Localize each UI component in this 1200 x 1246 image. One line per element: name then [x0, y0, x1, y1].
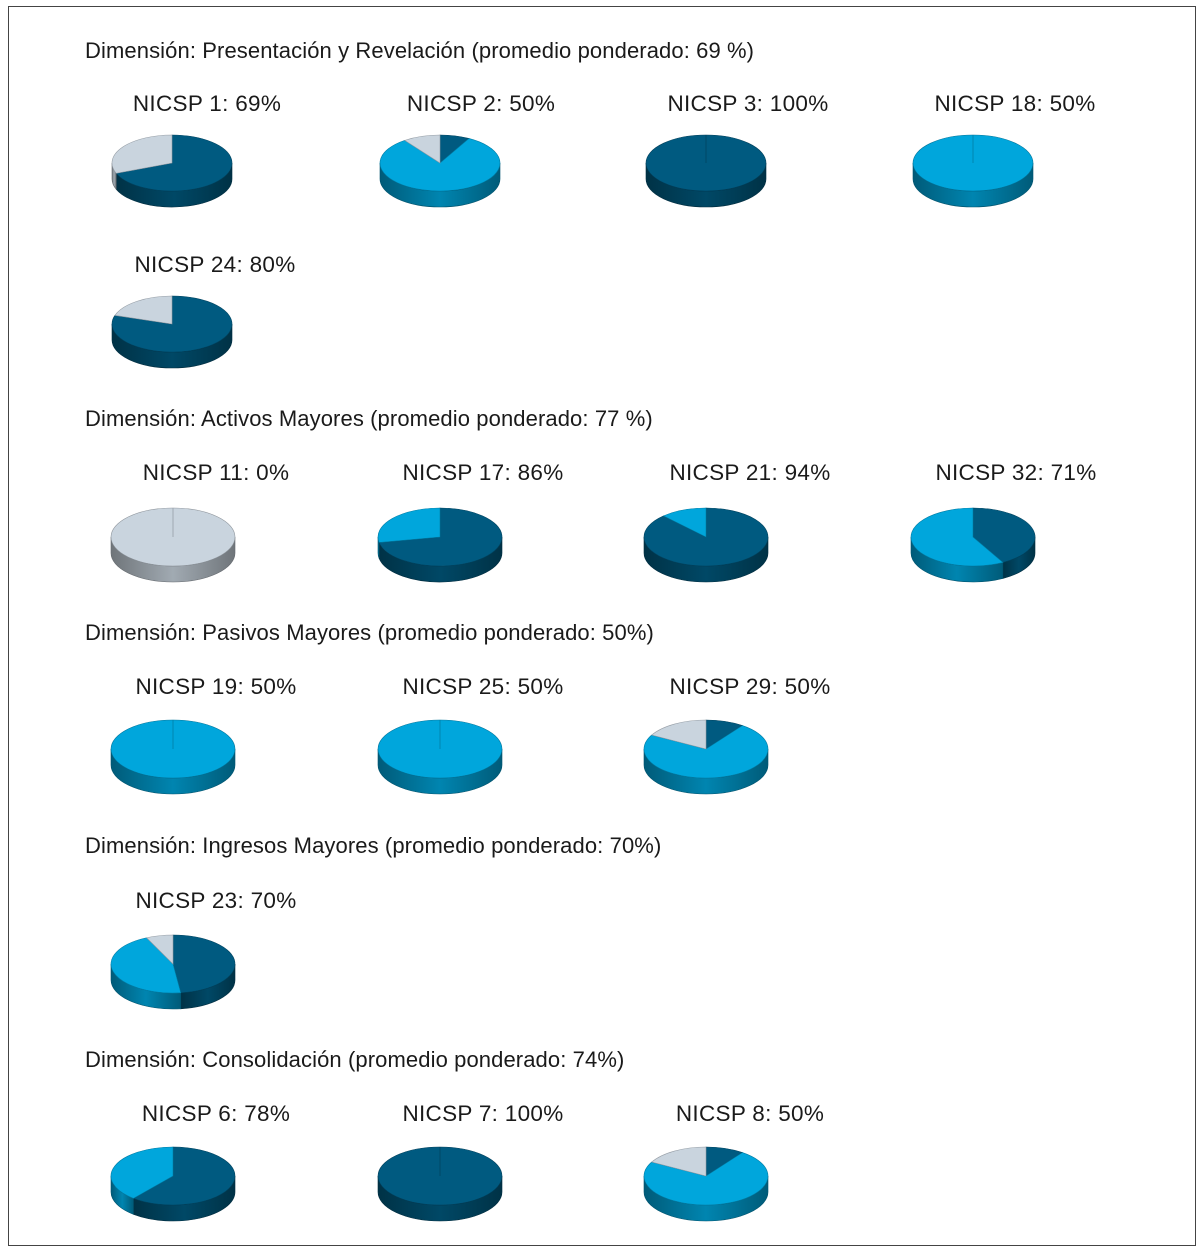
pie-slice-top-pale [651, 1146, 707, 1177]
pie-nicsp-8 [643, 1146, 769, 1222]
pie-nicsp-19 [110, 719, 236, 795]
pie-label-nicsp-17: NICSP 17: 86% [402, 460, 564, 485]
pie-label-nicsp-1: NICSP 1: 69% [132, 91, 282, 116]
pie-slice-top-light [110, 1146, 174, 1199]
pie-slice-top-pale [651, 719, 707, 750]
pie-nicsp-23 [110, 934, 236, 1010]
pie-label-nicsp-11: NICSP 11: 0% [142, 460, 290, 485]
pie-label-nicsp-29: NICSP 29: 50% [669, 674, 831, 699]
pie-slice-top-pale [111, 134, 173, 174]
pie-slice-top-pale [404, 134, 441, 164]
pie-slice-top-light [377, 507, 441, 543]
pie-label-nicsp-32: NICSP 32: 71% [935, 460, 1097, 485]
pie-label-nicsp-8: NICSP 8: 50% [675, 1101, 825, 1126]
pie-nicsp-7 [377, 1146, 503, 1222]
pie-nicsp-29 [643, 719, 769, 795]
pie-slice-top-light [910, 507, 1004, 567]
pie-slice-top-pale [146, 934, 174, 965]
pie-slice-top-dark [115, 134, 233, 192]
pie-nicsp-1 [111, 134, 233, 208]
pie-slice-top-light [643, 1152, 769, 1206]
pie-slice-top-pale [114, 295, 173, 325]
pie-slice-top-dark [378, 507, 503, 567]
pie-label-nicsp-6: NICSP 6: 78% [141, 1101, 291, 1126]
pie-label-nicsp-25: NICSP 25: 50% [402, 674, 564, 699]
pie-nicsp-11 [110, 507, 236, 583]
pie-label-nicsp-19: NICSP 19: 50% [135, 674, 297, 699]
pie-nicsp-6 [110, 1146, 236, 1222]
pie-slice-top-dark [132, 1146, 236, 1206]
pie-nicsp-2 [379, 134, 501, 208]
pie-label-nicsp-23: NICSP 23: 70% [135, 888, 297, 913]
pie-nicsp-21 [643, 507, 769, 583]
pie-nicsp-32 [910, 507, 1036, 583]
pie-nicsp-3 [645, 134, 767, 208]
pie-label-nicsp-24: NICSP 24: 80% [134, 252, 296, 277]
section-title-pasivos: Dimensión: Pasivos Mayores (promedio pon… [85, 620, 654, 645]
pie-label-nicsp-18: NICSP 18: 50% [934, 91, 1096, 116]
pie-slice-top-light [643, 725, 769, 779]
pie-nicsp-25 [377, 719, 503, 795]
pie-label-nicsp-2: NICSP 2: 50% [406, 91, 556, 116]
section-title-activos: Dimensión: Activos Mayores (promedio pon… [85, 406, 653, 431]
pie-slice-top-light [110, 937, 182, 994]
pie-nicsp-24 [111, 295, 233, 369]
pie-nicsp-18 [912, 134, 1034, 208]
pie-slice-top-light [662, 507, 707, 538]
section-title-ingresos: Dimensión: Ingresos Mayores (promedio po… [85, 833, 662, 858]
pie-slice-top-dark [972, 507, 1036, 563]
pie-nicsp-17 [377, 507, 503, 583]
pie-slice-top-dark [111, 295, 233, 353]
pie-label-nicsp-21: NICSP 21: 94% [669, 460, 831, 485]
section-title-consolidacion: Dimensión: Consolidación (promedio ponde… [85, 1047, 625, 1072]
pie-label-nicsp-7: NICSP 7: 100% [402, 1101, 564, 1126]
section-title-presentacion: Dimensión: Presentación y Revelación (pr… [85, 38, 755, 63]
pie-label-nicsp-3: NICSP 3: 100% [667, 91, 829, 116]
pie-slice-top-dark [172, 934, 236, 994]
pie-slice-top-light [379, 138, 501, 192]
